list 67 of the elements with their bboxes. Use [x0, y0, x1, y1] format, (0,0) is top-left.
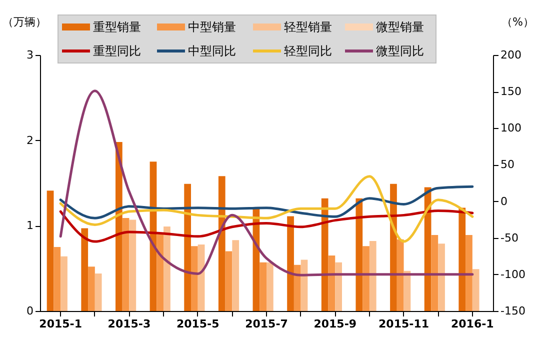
x-tick-label: 2015-1	[39, 318, 82, 330]
bar	[46, 190, 54, 311]
y2-tick-label: -100	[500, 268, 526, 281]
legend-label: 微型同比	[376, 44, 424, 58]
bar	[156, 234, 164, 311]
y2-tick-label: -150	[500, 304, 526, 318]
bar	[458, 208, 466, 311]
legend-label: 轻型同比	[284, 44, 332, 58]
bar	[431, 235, 438, 311]
bar	[225, 251, 232, 311]
y-tick-label: 0	[26, 304, 34, 318]
bar	[300, 260, 308, 311]
bar	[396, 239, 404, 311]
bar	[164, 226, 170, 311]
bar	[266, 262, 274, 311]
bar	[94, 273, 102, 311]
x-tick-label: 2016-1	[450, 318, 494, 330]
legend-label: 重型同比	[93, 44, 141, 58]
bar	[88, 266, 95, 311]
bar	[466, 235, 472, 311]
bar	[321, 198, 328, 311]
line-series	[59, 185, 474, 220]
y2-tick-label: -50	[500, 231, 518, 244]
line-series	[59, 175, 474, 243]
legend-label: 重型销量	[93, 20, 141, 34]
bar	[232, 240, 240, 311]
y-tick-label: 1	[26, 219, 34, 232]
legend-label: 中型同比	[188, 44, 236, 58]
bar	[129, 220, 136, 311]
bar	[198, 244, 205, 311]
bar	[191, 246, 198, 311]
bar	[438, 244, 445, 311]
y-tick-label: 2	[26, 134, 34, 147]
line-series	[59, 90, 474, 276]
bar	[369, 241, 376, 311]
x-tick-label: 2015-7	[245, 318, 288, 330]
x-tick-label: 2015-9	[314, 318, 357, 330]
y2-tick-label: 50	[500, 158, 514, 172]
bar	[294, 264, 301, 311]
bar	[260, 262, 266, 311]
bar	[184, 184, 191, 311]
bar	[287, 216, 294, 311]
bar	[54, 247, 61, 311]
bar	[122, 218, 130, 311]
line-series	[59, 210, 474, 243]
y-tick-label: 3	[26, 48, 34, 62]
legend-label: 中型销量	[188, 20, 236, 34]
bar	[218, 176, 226, 311]
x-tick-label: 2015-11	[378, 318, 430, 330]
bar	[60, 256, 68, 311]
legend-label: 微型销量	[376, 20, 424, 34]
bar	[390, 184, 397, 311]
y2-tick-label: 0	[500, 194, 508, 208]
bar	[81, 228, 88, 311]
y2-tick-label: 100	[500, 122, 522, 135]
bar	[362, 246, 370, 311]
bar	[356, 198, 363, 311]
x-tick-label: 2015-5	[176, 318, 220, 330]
bar	[472, 269, 480, 311]
y2-axis-title: （%）	[502, 16, 534, 28]
bar	[335, 262, 342, 311]
y2-tick-label: 200	[500, 48, 522, 62]
bar	[328, 256, 336, 311]
y-axis-title: （万辆）	[2, 16, 46, 28]
legend-label: 轻型销量	[284, 20, 332, 34]
y2-tick-label: 150	[500, 85, 522, 98]
x-tick-label: 2015-3	[108, 318, 151, 330]
